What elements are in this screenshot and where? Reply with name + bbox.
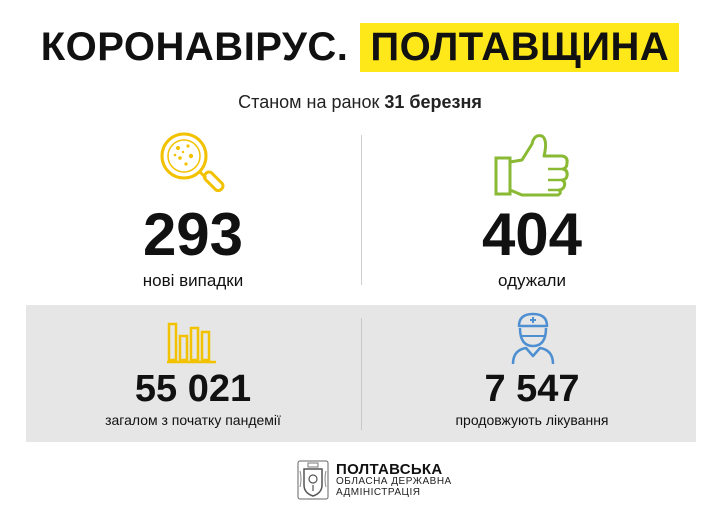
subtitle-date: 31 березня: [384, 92, 482, 112]
new-cases-label: нові випадки: [142, 271, 244, 290]
bar-chart-icon: [167, 322, 216, 364]
subtitle-prefix: Станом на ранок: [238, 92, 385, 112]
footer-logo: ПОЛТАВСЬКА ОБЛАСНА ДЕРЖАВНА АДМІНІСТРАЦІ…: [296, 458, 452, 502]
new-cases-value: 293: [142, 201, 244, 268]
new-cases-stat: 293 нові випадки: [83, 205, 303, 291]
title-row: КОРОНАВІРУС. ПОЛТАВЩИНА: [0, 18, 720, 76]
footer-line-3: АДМІНІСТРАЦІЯ: [336, 486, 421, 498]
bottom-divider: [361, 318, 362, 430]
subtitle: Станом на ранок 31 березня: [0, 92, 720, 113]
page-title: КОРОНАВІРУС.: [40, 24, 349, 69]
total-stat: 55 021 загалом з початку пандемії: [83, 370, 303, 428]
footer-text: ПОЛТАВСЬКА ОБЛАСНА ДЕРЖАВНА АДМІНІСТРАЦІ…: [336, 460, 452, 499]
top-divider: [361, 135, 362, 285]
thumbs-up-icon: [494, 134, 569, 197]
in-treatment-value: 7 547: [484, 368, 580, 410]
recovered-value: 404: [481, 201, 583, 268]
footer-org: ПОЛТАВСЬКА: [336, 460, 443, 478]
coat-of-arms-icon: [297, 460, 329, 500]
recovered-stat: 404 одужали: [422, 205, 642, 291]
in-treatment-stat: 7 547 продовжують лікування: [422, 370, 642, 428]
doctor-icon: [511, 312, 555, 365]
magnifier-virus-icon: [160, 132, 225, 193]
page-title-highlight: ПОЛТАВЩИНА: [360, 22, 680, 72]
total-label: загалом з початку пандемії: [105, 412, 281, 428]
recovered-label: одужали: [498, 271, 566, 290]
footer-line-2: ОБЛАСНА ДЕРЖАВНА: [336, 476, 452, 488]
total-value: 55 021: [134, 368, 252, 410]
in-treatment-label: продовжують лікування: [455, 412, 609, 428]
